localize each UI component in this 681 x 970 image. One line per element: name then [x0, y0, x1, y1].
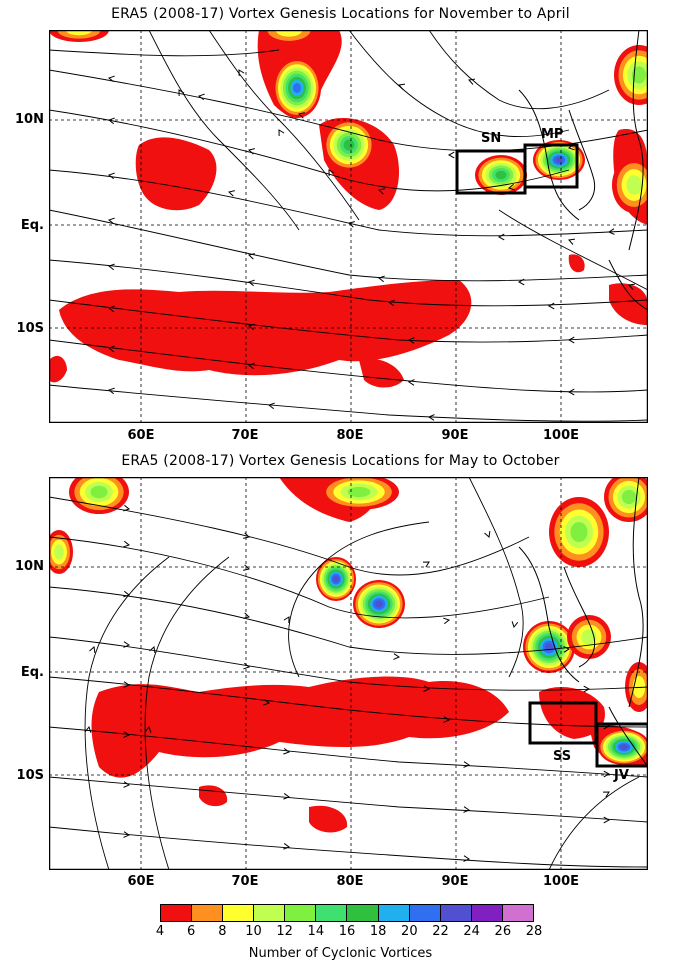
colorbar-swatch-10 — [471, 905, 503, 921]
colorbar-tick-label: 8 — [218, 924, 227, 939]
bottom-vortex-9 — [604, 477, 648, 522]
top-red-area-1 — [135, 137, 217, 211]
bottom-xlabel-80e: 80E — [336, 874, 364, 889]
box-label-jv: JV — [614, 768, 629, 783]
box-label-ss: SS — [553, 749, 572, 764]
bottom-red-area-2 — [199, 785, 228, 807]
colorbar-title: Number of Cyclonic Vortices — [248, 946, 433, 961]
top-red-area-8 — [568, 254, 585, 273]
colorbar-swatch-7 — [378, 905, 410, 921]
colorbar — [160, 904, 534, 922]
colorbar-tick-label: 10 — [245, 924, 262, 939]
colorbar-tick-label: 20 — [401, 924, 418, 939]
bottom-xlabel-100e: 100E — [542, 874, 580, 889]
bottom-ylabel-10n: 10N — [15, 559, 44, 574]
wind-streamlines — [49, 477, 648, 870]
grid-lines — [49, 30, 648, 423]
bottom-coastline — [518, 477, 648, 768]
top-xlabel-100e: 100E — [542, 428, 580, 443]
colorbar-swatch-5 — [316, 905, 348, 921]
map-frame — [49, 477, 648, 870]
colorbar-swatch-1 — [192, 905, 224, 921]
top-panel-title: ERA5 (2008-17) Vortex Genesis Locations … — [111, 6, 570, 22]
colorbar-tick-label: 14 — [307, 924, 325, 939]
colorbar-swatch-8 — [409, 905, 441, 921]
bottom-vortex-8 — [549, 497, 609, 567]
bottom-vortex-6 — [69, 477, 129, 514]
box-label-sn: SN — [481, 131, 502, 146]
bottom-red-area-3 — [309, 805, 348, 833]
top-xlabel-80e: 80E — [336, 428, 364, 443]
top-vortex-1 — [273, 58, 321, 118]
colorbar-tick-label: 12 — [276, 924, 293, 939]
bottom-vortex-7 — [319, 477, 399, 510]
bottom-vortex-10 — [49, 530, 73, 574]
colorbar-tick-label: 24 — [463, 924, 480, 939]
top-vortex-6 — [259, 30, 319, 45]
colorbar-tick-label: 4 — [155, 924, 165, 939]
colorbar-ticks: 4 6 8 10 12 14 16 18 20 22 24 26 28 — [0, 924, 681, 942]
bottom-xlabel-90e: 90E — [441, 874, 469, 889]
colorbar-tick-label: 28 — [525, 924, 543, 939]
colorbar-swatch-0 — [161, 905, 193, 921]
box-label-mp: MP — [541, 127, 564, 142]
wind-arrowheads — [84, 504, 611, 862]
grid-lines — [49, 477, 648, 870]
map-frame — [49, 30, 648, 423]
top-vortex-3 — [475, 155, 527, 195]
top-xlabel-60e: 60E — [127, 428, 155, 443]
top-map-panel — [49, 30, 648, 423]
bottom-vortex-1 — [316, 557, 356, 601]
top-xlabel-90e: 90E — [441, 428, 469, 443]
bottom-xlabel-70e: 70E — [231, 874, 259, 889]
bottom-vortex-5 — [598, 729, 648, 765]
bottom-map-plot — [49, 477, 648, 870]
top-xlabel-70e: 70E — [231, 428, 259, 443]
colorbar-swatch-9 — [440, 905, 472, 921]
top-map-plot — [49, 30, 648, 423]
colorbar-swatch-2 — [223, 905, 255, 921]
top-ylabel-10s: 10S — [16, 321, 44, 336]
bottom-map-panel — [49, 477, 648, 870]
bottom-vortex-3 — [523, 621, 575, 673]
top-ylabel-10n: 10N — [15, 112, 44, 127]
colorbar-swatch-6 — [347, 905, 379, 921]
bottom-ylabel-10s: 10S — [16, 768, 44, 783]
top-red-area-7 — [49, 355, 67, 383]
bottom-vortex-4 — [567, 615, 611, 659]
bottom-vortex-2 — [353, 580, 405, 628]
colorbar-swatch-3 — [254, 905, 286, 921]
colorbar-tick-label: 6 — [187, 924, 196, 939]
top-red-area-5 — [359, 358, 404, 388]
top-red-area-9 — [609, 283, 648, 325]
wind-arrowheads — [107, 69, 636, 421]
colorbar-tick-label: 22 — [432, 924, 449, 939]
colorbar-swatch-4 — [285, 905, 317, 921]
top-vortex-7 — [49, 30, 109, 42]
bottom-box-jv — [595, 722, 648, 768]
colorbar-tick-label: 18 — [369, 924, 387, 939]
bottom-xlabel-60e: 60E — [127, 874, 155, 889]
colorbar-swatch-11 — [502, 905, 533, 921]
top-vortex-2 — [323, 119, 375, 171]
top-vortex-4 — [533, 140, 585, 180]
colorbar-tick-label: 16 — [338, 924, 356, 939]
bottom-ylabel-eq: Eq. — [20, 665, 44, 680]
top-box-mp — [523, 143, 579, 189]
top-ylabel-eq: Eq. — [20, 218, 44, 233]
top-vortex-8 — [614, 45, 648, 105]
bottom-panel-title: ERA5 (2008-17) Vortex Genesis Locations … — [121, 453, 560, 469]
top-coastline — [518, 30, 648, 311]
bottom-red-area-1 — [91, 676, 509, 778]
top-vortex-5 — [612, 157, 648, 213]
colorbar-tick-label: 26 — [494, 924, 512, 939]
